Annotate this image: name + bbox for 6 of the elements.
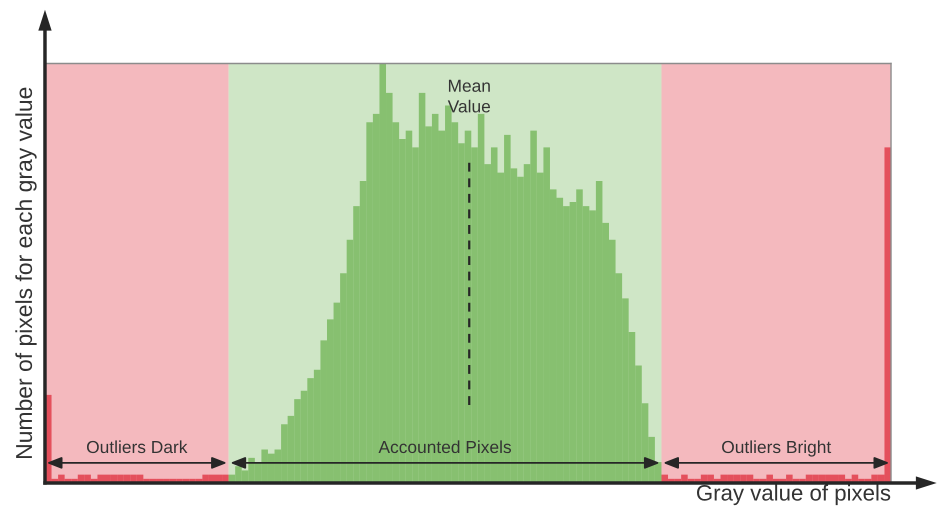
annotation: Outliers Dark (86, 440, 188, 454)
annotation: Accounted Pixels (378, 440, 512, 454)
y-axis-title: Number of pixels for each gray value (15, 88, 37, 458)
annotation: Mean Value (448, 80, 490, 113)
annotation: Outliers Bright (722, 440, 832, 457)
x-axis-title: Gray value of pixels (696, 484, 890, 506)
